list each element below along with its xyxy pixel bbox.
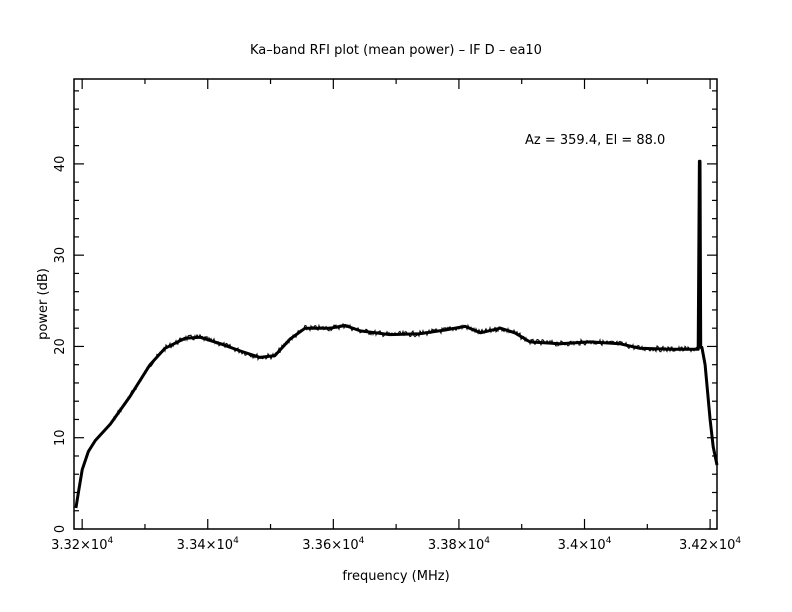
x-tick-label: 3.34×104 <box>177 536 239 553</box>
y-tick-label: 20 <box>53 338 68 355</box>
x-axis-label: frequency (MHz) <box>342 569 449 584</box>
chart-title: Ka–band RFI plot (mean power) – IF D – e… <box>250 43 542 58</box>
plot-frame <box>73 78 718 530</box>
x-tick-label: 3.32×104 <box>51 536 113 553</box>
x-tick-label: 3.38×104 <box>428 536 490 553</box>
x-tick-label: 3.4×104 <box>558 536 612 553</box>
y-tick-label: 30 <box>53 247 68 264</box>
x-tick-label: 3.42×104 <box>679 536 741 553</box>
y-tick-label: 10 <box>53 429 68 446</box>
y-tick-label: 0 <box>53 525 68 533</box>
series-noise-band <box>75 322 703 508</box>
y-tick-label: 40 <box>53 156 68 173</box>
az-el-annotation: Az = 359.4, El = 88.0 <box>525 133 665 148</box>
x-tick-label: 3.36×104 <box>302 536 364 553</box>
y-axis-label: power (dB) <box>36 268 51 340</box>
